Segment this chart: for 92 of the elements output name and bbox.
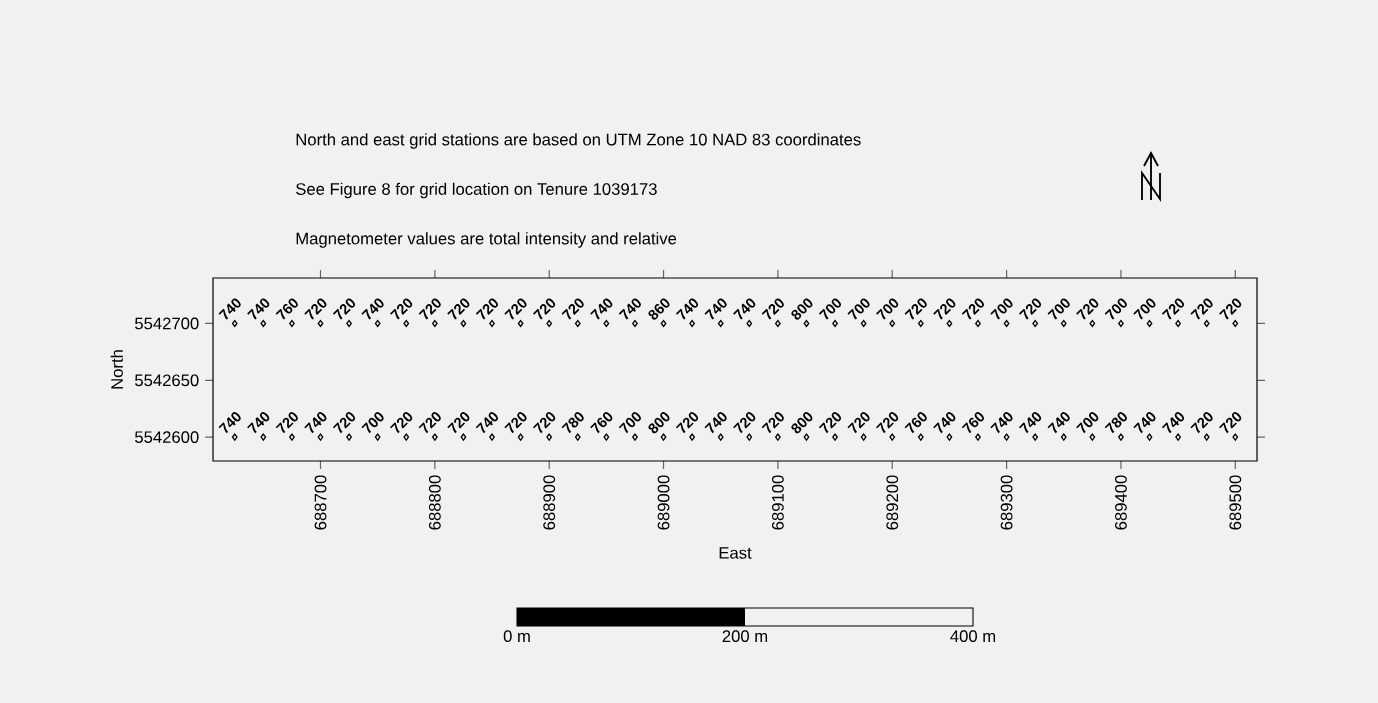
annotation: 720 bbox=[1076, 298, 1099, 320]
annotation: 720 bbox=[876, 412, 899, 434]
y-axis-title: North bbox=[110, 350, 123, 389]
annotation: 740 bbox=[218, 298, 241, 320]
annotation: 700 bbox=[1076, 412, 1099, 434]
annotation: 740 bbox=[990, 412, 1013, 434]
annotation: 720 bbox=[275, 412, 298, 434]
annotation: 740 bbox=[590, 298, 613, 320]
annotation: 720 bbox=[1190, 412, 1213, 434]
annotation: 740 bbox=[733, 298, 756, 320]
annotation: 700 bbox=[818, 298, 842, 320]
annotation: 720 bbox=[761, 412, 784, 434]
annotation: 720 bbox=[475, 298, 498, 320]
annotation: 720 bbox=[332, 298, 356, 320]
annotation: 700 bbox=[847, 298, 870, 320]
annotation: 720 bbox=[418, 412, 441, 434]
annotation: 740 bbox=[1047, 412, 1070, 434]
annotation: 700 bbox=[990, 298, 1013, 320]
annotation: 720 bbox=[418, 298, 441, 320]
annotation: 720 bbox=[561, 298, 584, 320]
x-tick-label: 689500 bbox=[1229, 475, 1242, 530]
annotation: 700 bbox=[361, 412, 384, 434]
annotation: 720 bbox=[504, 412, 527, 434]
annotation: 800 bbox=[791, 412, 813, 434]
text: 0 m bbox=[503, 630, 530, 643]
x-tick-label: 689300 bbox=[1000, 475, 1013, 530]
annotation: 720 bbox=[447, 412, 470, 434]
annotation: 760 bbox=[904, 412, 927, 434]
x-tick-label: 689200 bbox=[886, 475, 899, 530]
annotation: 740 bbox=[704, 298, 727, 320]
annotation: 760 bbox=[590, 412, 613, 434]
annotation: 720 bbox=[1161, 298, 1185, 320]
annotation: 720 bbox=[761, 298, 784, 320]
x-tick-label: 688700 bbox=[314, 475, 327, 530]
annotation: 720 bbox=[504, 298, 527, 320]
y-tick-label: 5542600 bbox=[135, 431, 199, 444]
annotation: 740 bbox=[304, 412, 327, 434]
annotation: 720 bbox=[332, 412, 356, 434]
annotation: 720 bbox=[304, 298, 327, 320]
annotation: 700 bbox=[1104, 298, 1127, 320]
annotation: 720 bbox=[1219, 412, 1242, 434]
annotation: 700 bbox=[1133, 298, 1156, 320]
annotation: 720 bbox=[390, 412, 413, 434]
annotation: 740 bbox=[933, 412, 956, 434]
annotation: 720 bbox=[532, 298, 556, 320]
x-tick-label: 688900 bbox=[543, 475, 556, 530]
annotation: 780 bbox=[1104, 412, 1127, 434]
y-tick-label: 5542650 bbox=[135, 374, 199, 387]
annotation: 720 bbox=[933, 298, 956, 320]
annotation: 760 bbox=[275, 298, 298, 320]
annotation: 720 bbox=[818, 412, 842, 434]
annotation: 760 bbox=[961, 412, 984, 434]
text: See Figure 8 for grid location on Tenure 1039173 bbox=[296, 182, 657, 199]
x-tick-label: 688800 bbox=[428, 475, 441, 530]
x-tick-label: 689400 bbox=[1115, 475, 1127, 530]
annotation: 740 bbox=[704, 412, 727, 434]
annotation: 720 bbox=[390, 298, 413, 320]
annotation: 800 bbox=[648, 412, 670, 434]
annotation: 740 bbox=[247, 412, 270, 434]
annotation: 720 bbox=[675, 412, 699, 434]
annotation: 860 bbox=[648, 298, 670, 320]
annotation: 720 bbox=[904, 298, 927, 320]
annotation: 740 bbox=[675, 298, 699, 320]
text: 400 m bbox=[950, 630, 996, 643]
annotation: 800 bbox=[791, 298, 813, 320]
annotation: 740 bbox=[618, 298, 641, 320]
annotation: 740 bbox=[475, 412, 498, 434]
text: Magnetometer values are total intensity and relative bbox=[296, 232, 677, 248]
annotation: 720 bbox=[733, 412, 756, 434]
annotation: 700 bbox=[618, 412, 641, 434]
annotation: 700 bbox=[876, 298, 899, 320]
x-tick-label: 689000 bbox=[657, 475, 670, 530]
annotation: 720 bbox=[447, 298, 470, 320]
text: 200 m bbox=[722, 630, 768, 643]
annotation: 700 bbox=[1047, 298, 1070, 320]
text: North and east grid stations are based on UTM Zone 10 NAD 83 coordinates bbox=[296, 133, 861, 149]
y-tick-label: 5542700 bbox=[135, 317, 199, 330]
annotation: 740 bbox=[247, 298, 270, 320]
annotation: 720 bbox=[961, 298, 984, 320]
annotation: 720 bbox=[1018, 298, 1042, 320]
annotation: 740 bbox=[1018, 412, 1042, 434]
annotation: 740 bbox=[218, 412, 241, 434]
annotation: 780 bbox=[561, 412, 584, 434]
annotation: 720 bbox=[1190, 298, 1213, 320]
annotation: 740 bbox=[1161, 412, 1185, 434]
x-axis-title: East bbox=[719, 547, 752, 559]
annotation: 720 bbox=[532, 412, 556, 434]
annotation: 720 bbox=[1219, 298, 1242, 320]
x-tick-label: 689100 bbox=[772, 475, 784, 530]
annotation: 740 bbox=[361, 298, 384, 320]
annotation: 720 bbox=[847, 412, 870, 434]
annotation: 740 bbox=[1133, 412, 1156, 434]
